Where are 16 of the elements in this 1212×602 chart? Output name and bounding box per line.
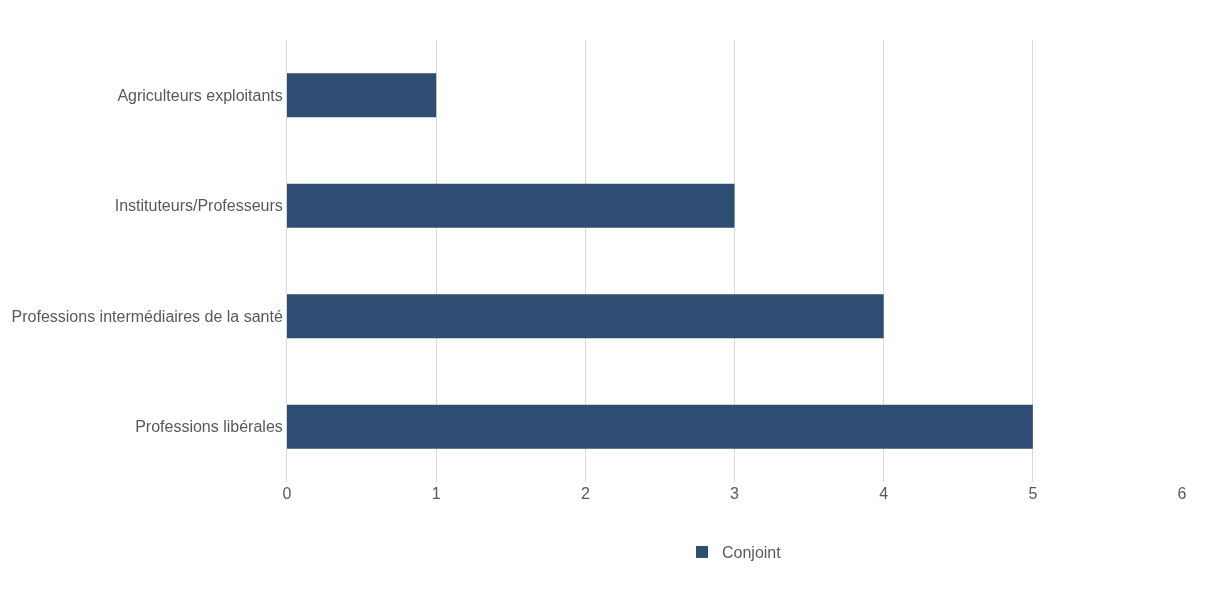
- x-tick-label: 5: [1028, 485, 1038, 502]
- bar: [287, 183, 735, 228]
- bar: [287, 404, 1033, 449]
- x-tick-label: 3: [730, 485, 740, 502]
- legend-label: Conjoint: [722, 544, 782, 562]
- y-tick-label: Instituteurs/Professeurs: [114, 197, 283, 215]
- y-tick-label: Professions intermédiaires de la santé: [11, 307, 283, 325]
- bar: [287, 73, 437, 118]
- y-tick-label: Agriculteurs exploitants: [117, 86, 283, 104]
- x-tick-label: 2: [580, 485, 590, 502]
- y-tick-label: Professions libérales: [135, 418, 283, 436]
- x-tick-label: 1: [431, 485, 441, 502]
- bar: [287, 294, 884, 339]
- x-tick-label: 0: [282, 485, 292, 502]
- x-tick-label: 6: [1177, 485, 1187, 502]
- x-tick-label: 4: [879, 485, 889, 502]
